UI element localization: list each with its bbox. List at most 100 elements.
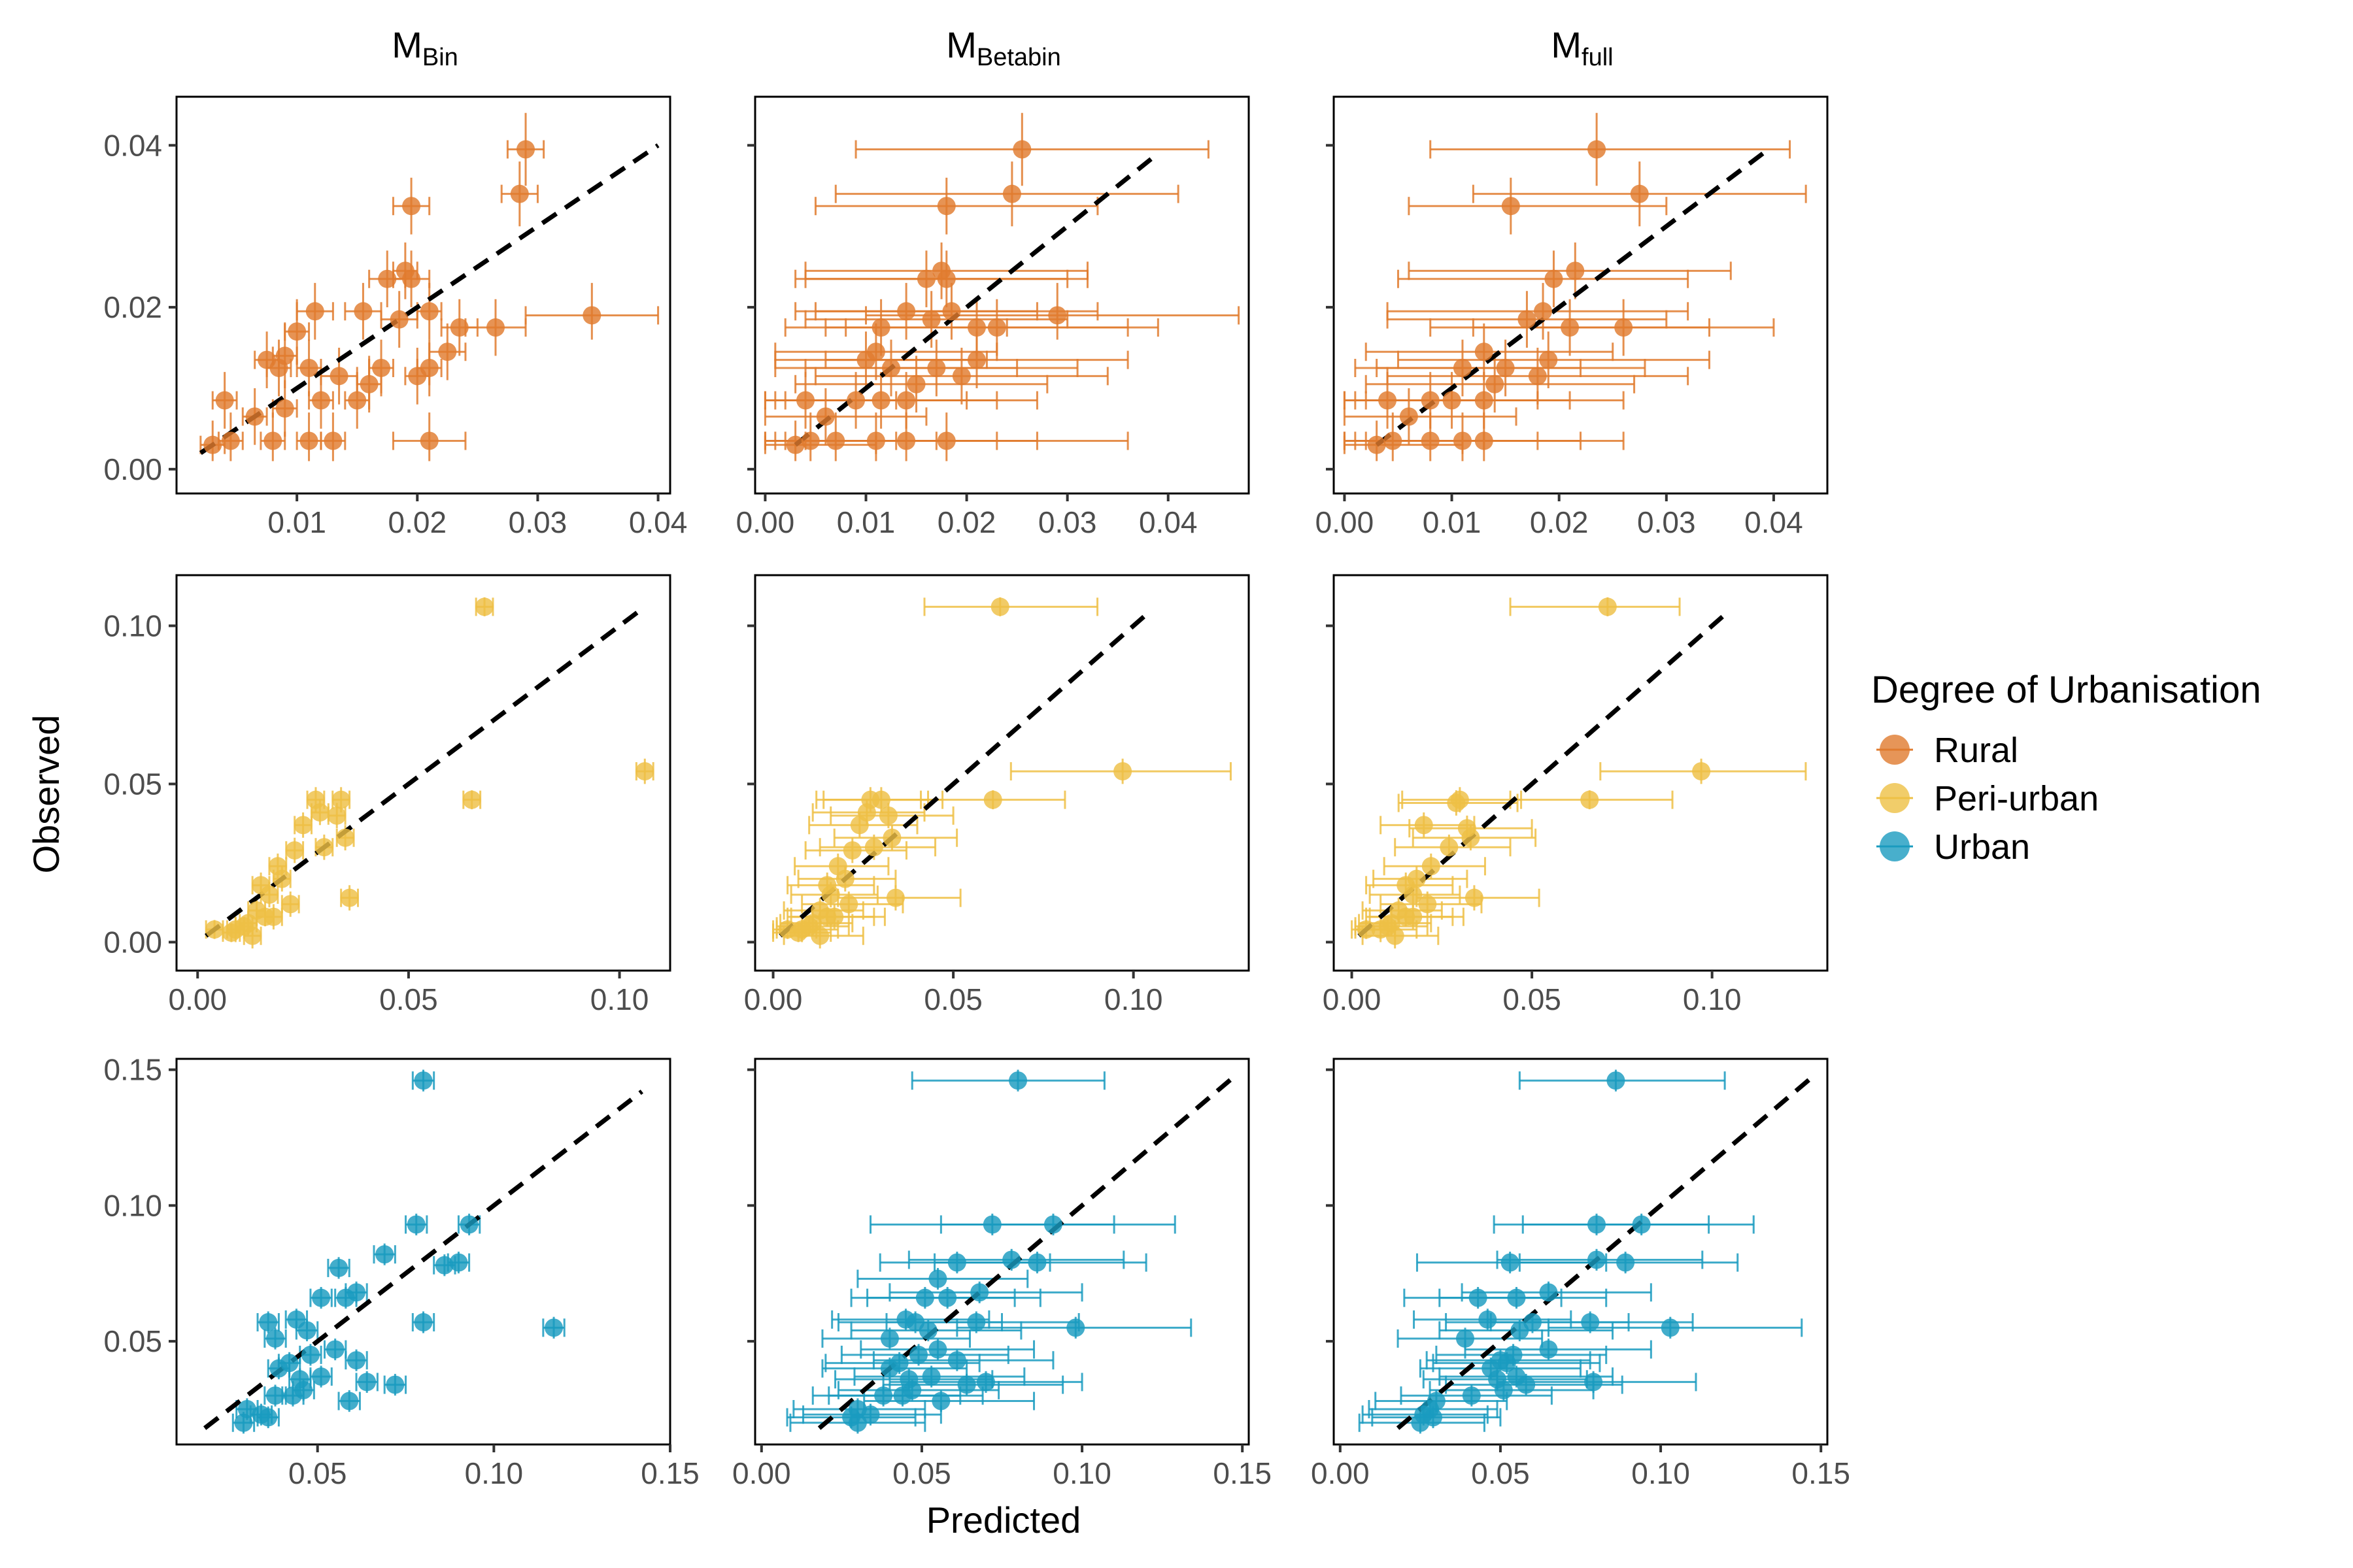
data-point [1009,1071,1028,1090]
data-point [312,1288,331,1307]
data-point [843,841,862,860]
data-point [893,1386,912,1405]
data-point [1378,917,1397,936]
y-tick-label: 0.05 [103,767,162,801]
panel-peri-urban-mbin: 0.00 0.05 0.10 0.00 0.05 0.10 [103,574,671,1016]
panel-border [754,95,1250,495]
data-point [1043,1215,1062,1234]
legend-label: Peri-urban [1934,779,2099,818]
data-point [324,431,343,450]
data-point [1534,302,1553,321]
data-point [1496,358,1515,377]
data-point [1464,888,1483,907]
data-point [1028,1253,1047,1272]
data-point [967,350,986,369]
x-tick-label: 0.05 [1471,1456,1530,1490]
data-point [1440,838,1459,857]
y-tick-label: 0.10 [103,609,162,642]
data-point [299,431,318,450]
y-axis-label: Observed [25,715,67,874]
data-point [947,1253,966,1272]
x-tick-label: 0.00 [732,1456,791,1490]
data-point [330,1258,348,1277]
data-point [1517,310,1536,329]
data-point [909,1345,928,1364]
x-tick-label: 0.03 [1637,505,1696,539]
data-point [311,391,330,410]
data-point [1421,857,1440,876]
panel-rural-mbetabin: 0.00 0.01 0.02 0.03 0.04 [736,95,1250,539]
data-point [917,269,936,288]
data-point [1048,306,1067,325]
data-point [331,790,350,809]
data-point [932,1392,951,1410]
data-point [260,885,279,904]
data-point [583,306,601,325]
x-tick-label: 0.05 [379,982,438,1016]
data-point [1581,1313,1600,1332]
data-point [408,367,427,386]
data-point [915,1288,934,1307]
error-bar [1408,177,1668,235]
x-tick-label: 0.00 [736,505,795,539]
plot-area [1358,1069,1813,1434]
data-point [460,1215,479,1234]
error-bar [855,112,1210,186]
data-point [928,1269,947,1288]
identity-line [203,1090,643,1430]
identity-line [199,143,660,455]
data-point [872,318,890,337]
data-point [880,1329,899,1348]
panel-border [1332,95,1829,495]
x-tick-label: 0.00 [1315,505,1374,539]
data-point [1002,1250,1021,1269]
data-point [957,1375,976,1394]
data-point [326,1340,345,1359]
panel-border [175,574,671,972]
data-point [927,358,946,377]
data-point [330,367,348,386]
data-point [1447,793,1466,812]
data-point [983,790,1002,809]
data-point [311,803,330,822]
data-point [1580,790,1599,809]
x-tick-label: 0.05 [924,982,983,1016]
data-point [402,197,421,216]
x-tick-label: 0.10 [590,982,649,1016]
data-point [1397,907,1415,926]
y-tick-label: 0.02 [103,290,162,324]
data-point [1614,318,1633,337]
x-tick-label: 0.04 [629,505,688,539]
data-point [221,431,240,450]
data-point [1587,140,1606,159]
data-point [266,1329,284,1348]
column-title-betabin: MBetabin [946,24,1061,71]
data-point [1561,318,1580,337]
data-point [818,907,837,926]
data-point [937,431,956,450]
data-point [938,1288,957,1307]
data-point [826,431,845,450]
data-point [937,197,956,216]
x-tick-label: 0.00 [1323,982,1381,1016]
data-point [1692,762,1711,781]
data-point [1517,1375,1536,1394]
data-point [836,869,855,888]
data-point [360,375,379,393]
data-point [475,597,494,616]
x-tick-label: 0.10 [1631,1456,1690,1490]
data-point [1474,391,1493,410]
legend-item-rural: Rural [1876,731,2018,770]
data-point [312,1367,331,1386]
data-point [864,838,883,857]
identity-line [794,151,1160,447]
data-point [336,828,355,847]
data-point [275,399,294,418]
data-point [937,269,956,288]
data-point [1539,350,1558,369]
data-point [1474,342,1493,361]
data-point [1013,140,1032,159]
data-point [635,762,654,781]
plot-area [786,1069,1234,1434]
data-point [1462,1386,1481,1405]
